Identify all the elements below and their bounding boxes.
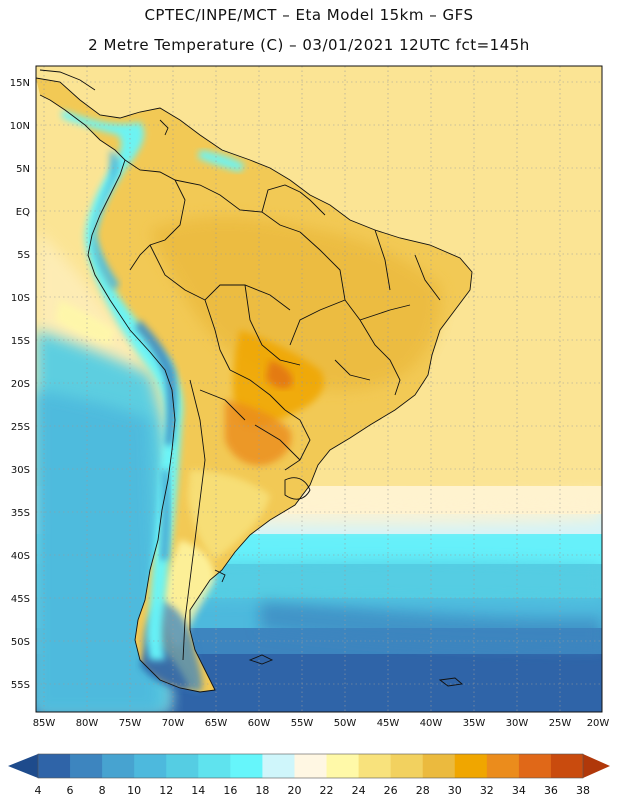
map-subtitle: 2 Metre Temperature (C) – 03/01/2021 12U… (88, 36, 530, 54)
lat-label: 10S (11, 293, 30, 304)
colorbar-label: 32 (480, 784, 494, 797)
colorbar-label: 22 (320, 784, 334, 797)
colorbar-swatch (390, 754, 424, 778)
longitude-axis: 85W 80W 75W 70W 65W 60W 55W 50W 45W 40W … (33, 718, 610, 729)
colorbar-label: 18 (255, 784, 269, 797)
colorbar-swatch (70, 754, 103, 778)
colorbar-label: 12 (159, 784, 173, 797)
colorbar-label: 34 (512, 784, 526, 797)
colorbar-label: 26 (384, 784, 398, 797)
map-frame (35, 65, 603, 713)
lon-label: 80W (76, 718, 99, 729)
latitude-axis: 15N 10N 5N EQ 5S 10S 15S 20S 25S 30S 35S… (10, 78, 30, 691)
colorbar-high-arrow (583, 754, 610, 778)
lon-label: 75W (119, 718, 142, 729)
coastlines-and-borders (36, 69, 473, 693)
lat-label: 5S (17, 250, 30, 261)
colorbar-label: 30 (448, 784, 462, 797)
lon-label: 85W (33, 718, 56, 729)
lon-label: 70W (162, 718, 185, 729)
lon-label: 20W (587, 718, 610, 729)
lat-label: 30S (11, 465, 30, 476)
colorbar-swatch (294, 754, 328, 778)
lon-label: 55W (291, 718, 314, 729)
lat-label: 10N (10, 121, 30, 132)
lon-label: 60W (248, 718, 271, 729)
colorbar-swatch (518, 754, 552, 778)
colorbar-swatch (102, 754, 135, 778)
lon-label: 40W (420, 718, 443, 729)
colorbar-label: 24 (352, 784, 366, 797)
colorbar-label: 20 (287, 784, 301, 797)
lon-label: 45W (377, 718, 400, 729)
lat-label: 25S (11, 422, 30, 433)
colorbar-label: 36 (544, 784, 558, 797)
lon-label: 30W (506, 718, 529, 729)
lat-label: 45S (11, 594, 30, 605)
colorbar-label: 6 (67, 784, 74, 797)
lon-label: 50W (334, 718, 357, 729)
colorbar-label: 16 (223, 784, 237, 797)
lat-label: 5N (16, 164, 30, 175)
colorbar: 4 6 8 10 12 14 16 18 20 22 24 26 28 30 32 34 36 38 (8, 753, 610, 797)
colorbar-label: 4 (35, 784, 42, 797)
colorbar-swatch (550, 754, 584, 778)
colorbar-swatch (326, 754, 360, 778)
lat-label: 50S (11, 637, 30, 648)
lat-label: 20S (11, 379, 30, 390)
colorbar-label: 28 (416, 784, 430, 797)
colorbar-low-arrow (8, 754, 38, 778)
colorbar-swatch (198, 754, 231, 778)
colorbar-swatch (262, 754, 295, 778)
colorbar-label: 8 (99, 784, 106, 797)
lat-label: 15S (11, 336, 30, 347)
lat-label: EQ (16, 207, 30, 218)
lon-label: 35W (463, 718, 486, 729)
temperature-field (36, 66, 602, 712)
lat-label: 55S (11, 680, 30, 691)
lat-label: 40S (11, 551, 30, 562)
colorbar-label: 14 (191, 784, 205, 797)
colorbar-label: 10 (127, 784, 141, 797)
colorbar-swatch (422, 754, 456, 778)
colorbar-swatch (38, 754, 71, 778)
colorbar-swatch (230, 754, 263, 778)
colorbar-swatch (166, 754, 199, 778)
colorbar-swatch (486, 754, 520, 778)
lon-label: 25W (549, 718, 572, 729)
colorbar-swatch (134, 754, 167, 778)
lat-label: 35S (11, 508, 30, 519)
lon-label: 65W (205, 718, 228, 729)
colorbar-label: 38 (576, 784, 590, 797)
map-title: CPTEC/INPE/MCT – Eta Model 15km – GFS (144, 6, 474, 24)
colorbar-swatch (454, 754, 488, 778)
lat-label: 15N (10, 78, 30, 89)
colorbar-swatch (358, 754, 392, 778)
